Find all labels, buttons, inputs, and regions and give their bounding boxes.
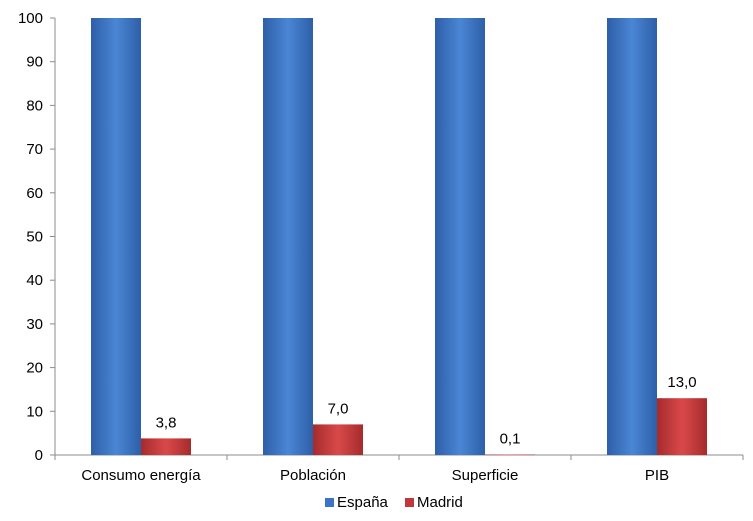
legend-swatch-espana (325, 498, 334, 507)
data-label: 3,8 (156, 414, 177, 431)
x-tick-label: PIB (645, 467, 669, 484)
legend: España Madrid (325, 494, 463, 511)
bar-espana (263, 18, 313, 455)
y-tick-label: 90 (26, 54, 43, 71)
y-tick-label: 30 (26, 316, 43, 333)
y-tick-label: 10 (26, 403, 43, 420)
y-tick-label: 60 (26, 185, 43, 202)
bar-espana (607, 18, 657, 455)
x-tick-label: Superficie (452, 467, 519, 484)
legend-label-espana: España (337, 494, 389, 511)
y-tick-label: 80 (26, 97, 43, 114)
data-label: 0,1 (500, 431, 521, 448)
bar-madrid (657, 398, 707, 455)
bar-madrid (485, 454, 535, 456)
bar-espana (91, 18, 141, 455)
bar-espana (435, 18, 485, 455)
y-tick-label: 100 (18, 10, 43, 27)
x-tick-label: Población (280, 467, 346, 484)
x-tick-label: Consumo energía (81, 467, 201, 484)
bar-madrid (313, 424, 363, 455)
axes: 0 10 20 30 40 50 60 70 80 90 100 Consumo energía Pob… (18, 10, 744, 484)
legend-swatch-madrid (405, 498, 414, 507)
legend-label-madrid: Madrid (417, 494, 463, 511)
data-label: 7,0 (328, 400, 349, 417)
bars (91, 18, 707, 456)
y-tick-label: 20 (26, 360, 43, 377)
labels: 3,8 7,0 0,1 13,0 (156, 374, 697, 447)
bar-madrid (141, 438, 191, 455)
y-tick-label: 70 (26, 141, 43, 158)
y-tick-label: 0 (35, 447, 43, 464)
data-label: 13,0 (667, 374, 696, 391)
y-tick-label: 50 (26, 229, 43, 246)
y-tick-label: 40 (26, 272, 43, 289)
